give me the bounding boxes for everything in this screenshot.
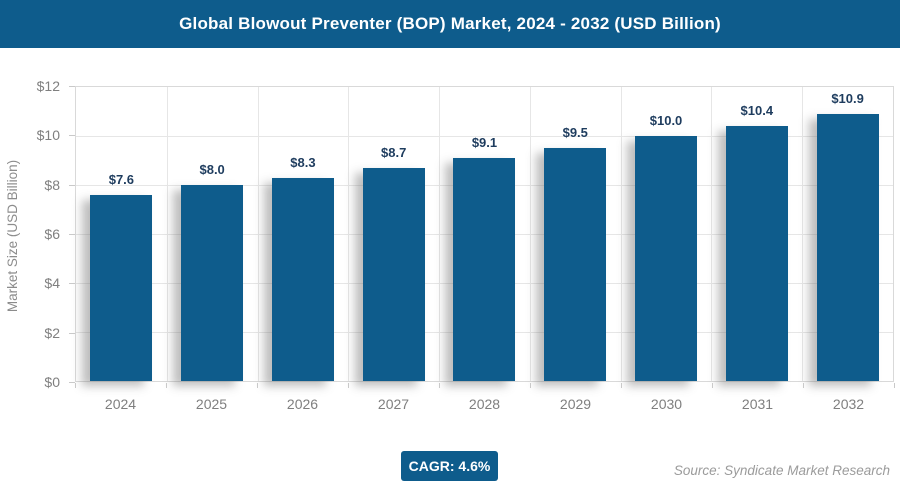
cagr-badge: CAGR: 4.6%: [401, 451, 498, 481]
bar-value-label-2024: $7.6: [108, 171, 135, 187]
bar-value-label-2026: $8.3: [290, 154, 316, 170]
x-tick-label-2026: 2026: [286, 396, 319, 412]
x-tick-mark: [75, 383, 76, 388]
bar-slot-2031: $10.4: [711, 87, 802, 381]
bar-2027: [362, 167, 425, 381]
y-tick-mark: [69, 283, 75, 285]
chart-title: Global Blowout Preventer (BOP) Market, 2…: [179, 14, 721, 33]
chart-title-bar: Global Blowout Preventer (BOP) Market, 2…: [0, 0, 900, 48]
bar-slot-2027: $8.7: [348, 87, 439, 381]
v-gridline: [166, 87, 168, 381]
bar-slot-2028: $9.1: [439, 87, 530, 381]
h-gridline: [76, 136, 893, 137]
v-gridline: [802, 87, 804, 381]
y-tick-label-2: $2: [44, 324, 60, 341]
y-tick-mark: [69, 332, 75, 334]
bar-value-label-2030: $10.0: [649, 113, 683, 128]
x-tick-label-2030: 2030: [650, 396, 683, 412]
bar-value-label-2032: $10.9: [831, 90, 864, 106]
x-tick-mark: [166, 383, 167, 388]
x-tick-mark: [348, 383, 349, 388]
v-gridline: [257, 87, 259, 381]
bar-slot-2024: $7.6: [76, 87, 167, 381]
bar-2024: [90, 194, 153, 381]
bar-2030: [635, 136, 698, 381]
bar-2028: [453, 158, 516, 381]
bar-2026: [271, 177, 334, 381]
bar-value-label-2028: $9.1: [471, 135, 498, 151]
x-tick-label-2027: 2027: [377, 396, 410, 412]
source-note: Source: Syndicate Market Research: [673, 463, 890, 478]
bar-value-label-2031: $10.4: [740, 103, 774, 119]
v-gridline: [620, 87, 622, 381]
bar-slot-2030: $10.0: [621, 87, 712, 381]
bar-slot-2026: $8.3: [258, 87, 349, 381]
y-tick-mark: [69, 184, 75, 186]
x-tick-label-2028: 2028: [468, 396, 501, 412]
y-tick-label-10: $10: [36, 127, 60, 144]
x-tick-mark: [894, 383, 895, 388]
bar-2031: [725, 126, 788, 381]
y-tick-mark: [69, 86, 75, 87]
x-tick-label-2024: 2024: [104, 396, 137, 412]
y-tick-label-0: $0: [44, 374, 60, 390]
bar-slot-2029: $9.5: [530, 87, 621, 381]
bar-value-label-2029: $9.5: [562, 125, 588, 141]
y-tick-mark: [69, 382, 75, 383]
bar-value-label-2027: $8.7: [381, 144, 407, 160]
v-gridline: [348, 87, 350, 381]
bar-slot-2032: $10.9: [802, 87, 893, 381]
x-tick-label-2031: 2031: [741, 396, 774, 412]
bar-2032: [816, 113, 879, 381]
y-tick-mark: [69, 135, 75, 137]
y-tick-mark: [69, 234, 75, 235]
x-tick-mark: [439, 383, 440, 388]
v-gridline: [439, 87, 441, 381]
v-gridline: [529, 87, 531, 381]
x-tick-label-2029: 2029: [559, 396, 592, 412]
x-tick-label-2032: 2032: [832, 396, 865, 412]
y-tick-label-4: $4: [44, 275, 60, 292]
y-tick-label-8: $8: [44, 176, 60, 193]
x-tick-mark: [621, 383, 622, 388]
bar-2025: [181, 185, 244, 381]
bar-slot-2025: $8.0: [167, 87, 258, 381]
x-tick-mark: [712, 383, 713, 388]
y-tick-label-12: $12: [36, 78, 60, 94]
bar-2029: [544, 148, 607, 381]
plot-area: $7.6 $8.0 $8.3 $8.7 $9.1 $9.5 $10.0 $10.4 $10.9: [75, 86, 894, 382]
x-tick-mark: [803, 383, 804, 388]
v-gridline: [711, 87, 713, 381]
x-tick-mark: [530, 383, 531, 388]
x-tick-mark: [257, 383, 258, 388]
bar-value-label-2025: $8.0: [199, 162, 225, 178]
y-tick-label-6: $6: [44, 226, 60, 242]
x-tick-label-2025: 2025: [195, 396, 228, 412]
